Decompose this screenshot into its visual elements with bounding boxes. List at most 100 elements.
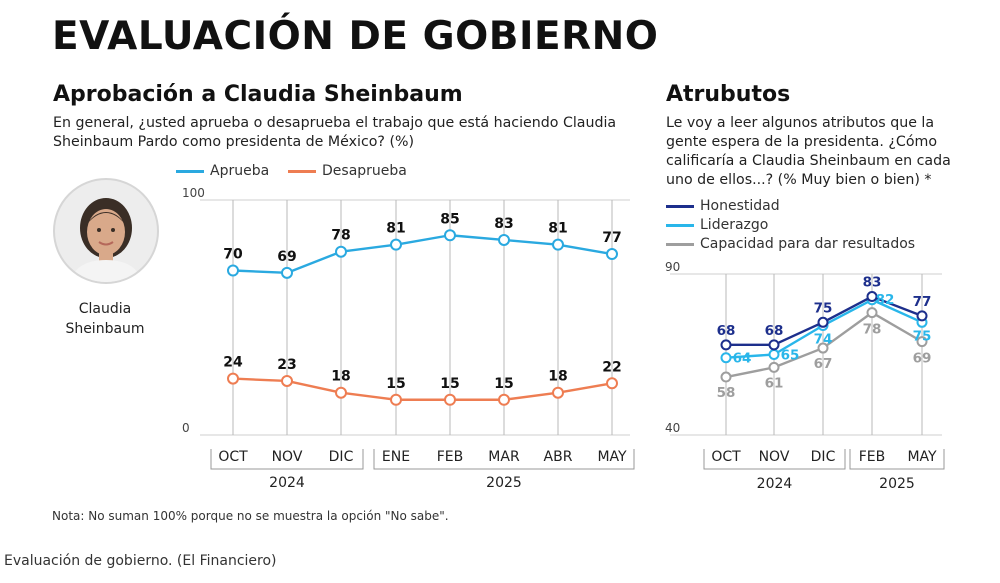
attributes-data-point [768, 349, 780, 360]
approval-data-point [335, 245, 347, 258]
approval-data-label: 18 [548, 369, 567, 385]
approval-y-tick-label: 0 [182, 421, 190, 435]
approval-x-tick-label: MAY [597, 449, 627, 465]
approval-data-label: 83 [494, 216, 513, 232]
page-title: EVALUACIÓN DE GOBIERNO [52, 14, 659, 59]
approval-year-label: 2025 [486, 475, 522, 491]
approval-data-label: 18 [331, 369, 350, 385]
attributes-data-point [768, 339, 780, 351]
approval-x-tick-label: ABR [544, 449, 573, 465]
attributes-data-point [916, 336, 928, 348]
legend-aprueba: Aprueba [176, 163, 269, 179]
attributes-year-label: 2024 [757, 476, 793, 492]
approval-year-label: 2024 [269, 475, 305, 491]
approval-data-point [335, 386, 347, 399]
attributes-x-tick-label: FEB [859, 449, 886, 465]
legend-honestidad-label: Honestidad [700, 198, 780, 214]
approval-data-label: 69 [277, 249, 296, 265]
legend-liderazgo: Liderazgo [666, 217, 768, 233]
approval-y-tick-label: 100 [182, 186, 205, 200]
legend-desaprueba-label: Desaprueba [322, 163, 407, 179]
attributes-y-tick-label: 40 [665, 421, 680, 435]
legend-liderazgo-label: Liderazgo [700, 217, 769, 233]
approval-data-label: 78 [331, 228, 350, 244]
portrait-photo-icon [53, 178, 159, 284]
approval-x-tick-label: DIC [329, 449, 354, 465]
attributes-data-label: 68 [717, 323, 736, 339]
approval-data-point [444, 393, 456, 406]
attributes-x-tick-label: DIC [811, 449, 836, 465]
approval-data-label: 15 [386, 376, 405, 392]
attributes-data-label: 74 [814, 332, 833, 348]
approval-data-label: 15 [440, 376, 459, 392]
approval-series-line [232, 234, 613, 275]
attributes-data-label: 75 [814, 300, 833, 316]
approval-data-point [606, 377, 618, 390]
attributes-x-tick-label: MAY [907, 449, 937, 465]
attributes-data-point [720, 352, 732, 364]
approval-x-tick-label: NOV [272, 449, 303, 465]
legend-aprueba-swatch [176, 169, 204, 173]
attributes-data-label: 68 [765, 323, 784, 339]
approval-data-point [552, 238, 564, 251]
approval-data-label: 77 [602, 230, 621, 246]
approval-data-point [281, 374, 293, 387]
attributes-data-label: 78 [863, 322, 882, 338]
approval-x-tick-label: MAR [488, 449, 520, 465]
attributes-data-label: 83 [863, 275, 882, 291]
attributes-question: Le voy a leer algunos atributos que la g… [666, 115, 951, 188]
legend-capacidad: Capacidad para dar resultados [666, 236, 915, 252]
attributes-data-point [720, 371, 732, 383]
approval-data-point [606, 248, 618, 261]
approval-data-point [227, 264, 239, 277]
attributes-data-label: 82 [876, 292, 895, 308]
legend-desaprueba: Desaprueba [288, 163, 407, 179]
approval-data-point [552, 386, 564, 399]
approval-year-bracket [210, 449, 364, 470]
attributes-year-bracket [849, 449, 945, 470]
legend-aprueba-label: Aprueba [210, 163, 270, 179]
legend-capacidad-swatch [666, 242, 694, 246]
approval-year-bracket [373, 449, 635, 470]
approval-data-point [281, 266, 293, 279]
approval-data-label: 22 [602, 359, 621, 375]
approval-x-tick-label: ENE [382, 449, 410, 465]
attributes-data-point [866, 291, 878, 303]
approval-data-label: 70 [223, 247, 243, 263]
approval-data-label: 81 [548, 221, 567, 237]
attributes-data-label: 69 [913, 351, 932, 367]
person-name: Claudia Sheinbaum [50, 299, 160, 339]
legend-capacidad-label: Capacidad para dar resultados [700, 236, 916, 252]
approval-data-label: 23 [277, 357, 296, 373]
approval-series-line [232, 377, 613, 401]
approval-data-point [498, 393, 510, 406]
attributes-data-label: 61 [765, 375, 784, 391]
attributes-data-point [866, 307, 878, 319]
attributes-data-point [720, 339, 732, 351]
approval-data-label: 24 [223, 355, 243, 371]
attributes-data-label: 67 [814, 356, 833, 372]
attributes-year-label: 2025 [879, 476, 915, 492]
approval-data-point [390, 393, 402, 406]
attributes-x-tick-label: OCT [711, 449, 741, 465]
attributes-y-tick-label: 90 [665, 260, 680, 274]
attributes-data-point [817, 316, 829, 328]
approval-data-label: 85 [440, 211, 459, 227]
approval-x-tick-label: FEB [437, 449, 464, 465]
portrait-illustration [69, 198, 143, 282]
legend-honestidad: Honestidad [666, 198, 780, 214]
attributes-data-label: 65 [781, 348, 800, 364]
person-name-line2: Sheinbaum [65, 321, 145, 337]
approval-chart: 0 100 OCT NOV DIC ENE FEB MAR ABR MAY 2024 2025 70 69… [182, 186, 635, 491]
image-caption: Evaluación de gobierno. (El Financiero) [4, 553, 277, 569]
attributes-chart: 40 90 OCT NOV DIC FEB MAY 2024 2025 68 68 75 83 77 64 6… [665, 260, 945, 492]
attributes-data-point [768, 361, 780, 373]
approval-data-point [390, 238, 402, 251]
legend-honestidad-swatch [666, 204, 694, 208]
legend-liderazgo-swatch [666, 223, 694, 227]
attributes-x-tick-label: NOV [759, 449, 790, 465]
approval-data-label: 15 [494, 376, 513, 392]
approval-section-title: Aprobación a Claudia Sheinbaum [53, 82, 463, 107]
person-name-line1: Claudia [78, 301, 132, 317]
attributes-data-label: 75 [913, 328, 932, 344]
